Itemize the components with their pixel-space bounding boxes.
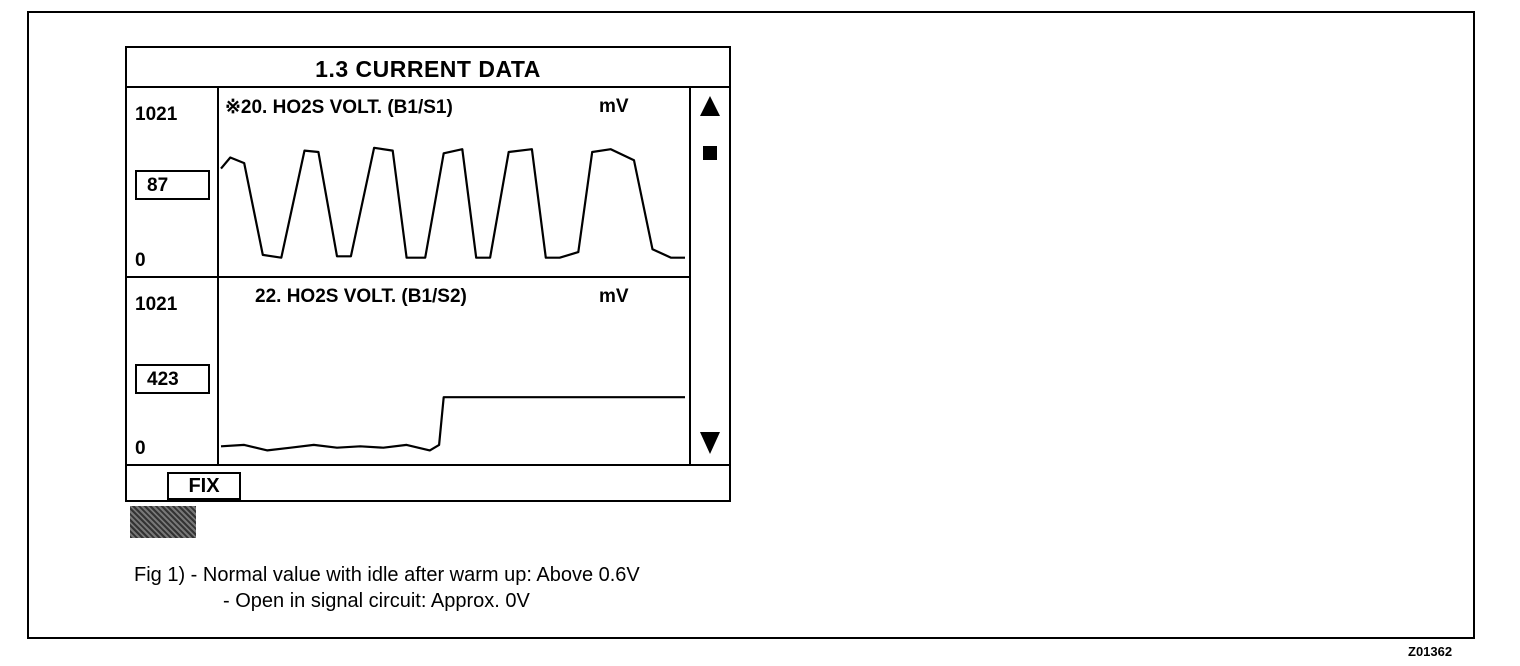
caption-line-1: Fig 1) - Normal value with idle after wa… [134,564,640,586]
panel-1-chart [220,146,685,259]
function-key-bar: FIX [127,464,729,500]
scrollbar[interactable] [689,88,729,464]
panel-2-scale-min: 0 [135,438,146,459]
panel-1-scale-min: 0 [135,250,146,271]
figure-frame [27,11,1475,639]
panel-2-chart [220,396,685,452]
panel-2-title: 22. HO2S VOLT. (B1/S2) [255,286,467,307]
figure-id: Z01362 [1408,644,1453,659]
panel-1-current-value: 87 [135,170,210,200]
panel-1-title: ※20. HO2S VOLT. (B1/S1) [225,97,453,118]
panel-1-unit: mV [599,96,629,117]
scroll-up-arrow-icon[interactable] [700,96,720,116]
panel-2-trace-line [220,396,685,452]
panel-2-current-value: 423 [135,364,210,394]
panel-1-scale: 1021 87 0 [127,88,219,278]
panel-2-unit: mV [599,286,629,307]
caption-line-2: - Open in signal circuit: Approx. 0V [223,590,530,612]
panel-2-graph: 22. HO2S VOLT. (B1/S2) mV [219,278,689,464]
screen-title: 1.3 CURRENT DATA [127,48,729,88]
scroll-down-arrow-icon[interactable] [700,432,720,454]
scroll-thumb[interactable] [703,146,717,160]
figure-caption: Fig 1) - Normal value with idle after wa… [134,562,640,614]
function-key-shade [130,506,196,538]
panel-2-scale-max: 1021 [135,294,178,315]
panel-1-scale-max: 1021 [135,104,178,125]
panel-1-graph: ※20. HO2S VOLT. (B1/S1) mV [219,88,689,278]
fix-button[interactable]: FIX [167,472,241,500]
panel-2-scale: 1021 423 0 [127,278,219,464]
panel-1-trace-line [220,146,685,259]
tester-screen: 1.3 CURRENT DATA 1021 87 0 ※20. HO2S VOL… [125,46,731,502]
